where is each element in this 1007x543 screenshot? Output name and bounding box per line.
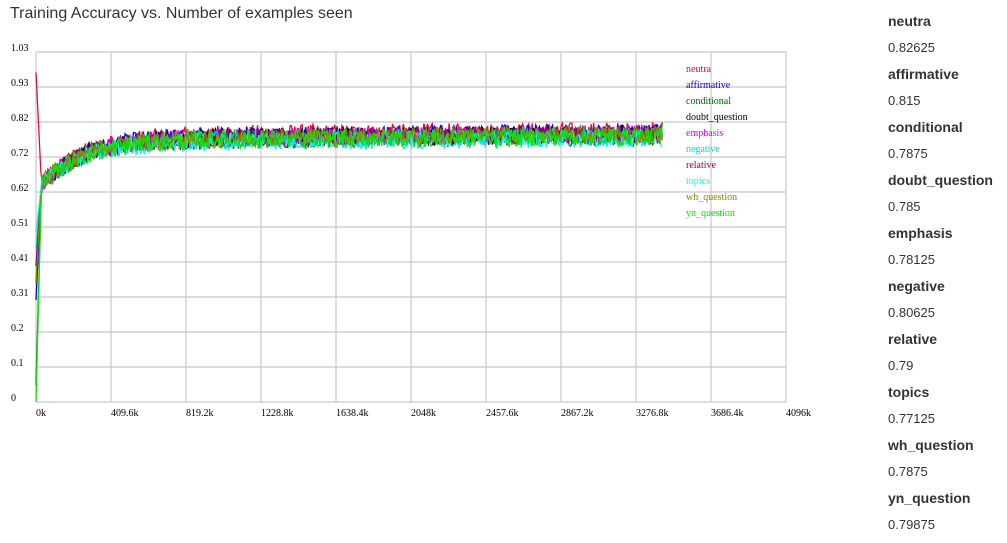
y-tick-label: 0.93 xyxy=(11,78,29,89)
x-tick-label: 409.6k xyxy=(111,408,139,419)
x-tick-label: 0k xyxy=(36,408,46,419)
x-tick-label: 2457.6k xyxy=(486,408,519,419)
final-accuracy-name: topics xyxy=(888,384,930,400)
y-tick-label: 0.41 xyxy=(11,253,29,264)
final-accuracy-value: 0.82625 xyxy=(888,39,935,55)
y-tick-label: 1.03 xyxy=(11,43,29,54)
y-tick-label: 0.2 xyxy=(11,323,24,334)
legend-item-yn_question: yn_question xyxy=(686,208,735,219)
final-accuracy-value: 0.815 xyxy=(888,92,921,108)
legend-item-relative: relative xyxy=(686,160,717,171)
final-accuracy-name: doubt_question xyxy=(888,172,993,188)
x-tick-label: 2048k xyxy=(411,408,436,419)
final-accuracy-name: yn_question xyxy=(888,490,971,506)
y-tick-label: 0.31 xyxy=(11,288,29,299)
final-accuracy-value: 0.79 xyxy=(888,357,914,373)
y-tick-label: 0.51 xyxy=(11,218,29,229)
series-lines xyxy=(35,72,663,403)
legend-item-topics: topics xyxy=(686,176,710,187)
final-accuracy-name: affirmative xyxy=(888,66,959,82)
legend-item-doubt_question: doubt_question xyxy=(686,112,748,123)
legend-item-neutra: neutra xyxy=(686,64,712,75)
y-tick-label: 0.1 xyxy=(11,358,24,369)
x-tick-label: 2867.2k xyxy=(561,408,594,419)
accuracy-chart: 0k 409.6k 819.2k 1228.8k 1638.4k 2048k 2457.6k… xyxy=(11,43,811,419)
y-tick-label: 0.72 xyxy=(11,148,29,159)
x-tick-label: 4096k xyxy=(786,408,811,419)
final-accuracy-name: emphasis xyxy=(888,225,953,241)
x-tick-label: 3276.8k xyxy=(636,408,669,419)
y-tick-label: 0.82 xyxy=(11,113,29,124)
final-accuracy-panel: neutra 0.82625 affirmative 0.815 conditional… xyxy=(888,11,1007,541)
final-accuracy-name: conditional xyxy=(888,119,963,135)
grid xyxy=(35,51,787,403)
final-accuracy-value: 0.78125 xyxy=(888,251,935,267)
x-tick-label: 1638.4k xyxy=(336,408,369,419)
chart-title: Training Accuracy vs. Number of examples… xyxy=(10,5,353,22)
final-accuracy-name: neutra xyxy=(888,13,931,29)
y-axis-ticks: 0 0.1 0.2 0.31 0.41 0.51 0.62 0.72 0.82 0.93 1.03 xyxy=(11,43,29,404)
legend-item-wh_question: wh_question xyxy=(686,192,737,203)
x-axis-ticks: 0k 409.6k 819.2k 1228.8k 1638.4k 2048k 2457.6k… xyxy=(36,408,811,419)
legend-item-emphasis: emphasis xyxy=(686,128,723,139)
final-accuracy-value: 0.7875 xyxy=(888,463,928,479)
final-accuracy-value: 0.77125 xyxy=(888,410,935,426)
final-accuracy-name: wh_question xyxy=(888,437,974,453)
legend-item-affirmative: affirmative xyxy=(686,80,731,91)
series-line-topics xyxy=(35,127,663,233)
final-accuracy-value: 0.785 xyxy=(888,198,921,214)
final-accuracy-value: 0.80625 xyxy=(888,304,935,320)
final-accuracy-value: 0.79875 xyxy=(888,516,935,532)
final-accuracy-value: 0.7875 xyxy=(888,145,928,161)
final-accuracy-name: negative xyxy=(888,278,945,294)
x-tick-label: 819.2k xyxy=(186,408,214,419)
series-line-conditional xyxy=(35,125,663,386)
y-tick-label: 0.62 xyxy=(11,183,29,194)
legend: neutra affirmative conditional doubt_questi… xyxy=(686,64,748,219)
final-accuracy-name: relative xyxy=(888,331,938,347)
legend-item-negative: negative xyxy=(686,144,720,155)
x-tick-label: 3686.4k xyxy=(711,408,744,419)
legend-item-conditional: conditional xyxy=(686,96,731,107)
series-line-yn_question xyxy=(35,124,663,403)
x-tick-label: 1228.8k xyxy=(261,408,294,419)
y-tick-label: 0 xyxy=(11,393,16,404)
